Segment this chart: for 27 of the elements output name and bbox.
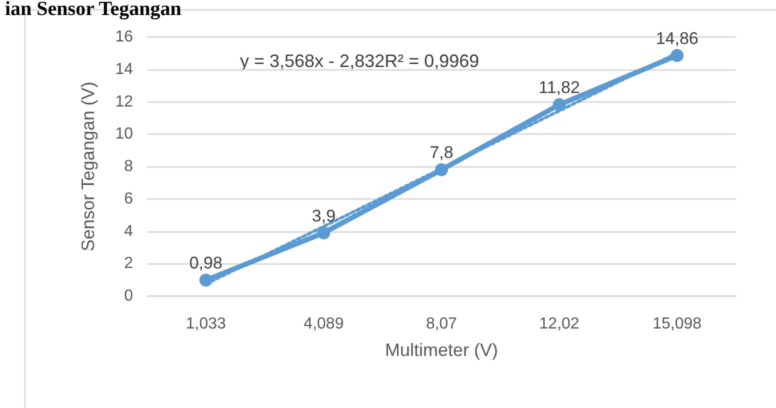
x-tick-label: 15,098: [652, 316, 702, 332]
x-tick-label: 4,089: [304, 316, 344, 332]
point: [552, 98, 566, 112]
y-tick-label: 12: [115, 93, 134, 110]
point: [317, 226, 330, 240]
point: [199, 274, 212, 287]
y-tick-label: 8: [124, 158, 134, 175]
y-tick-label: 10: [115, 126, 134, 143]
data-label: 11,82: [538, 78, 580, 98]
point: [435, 163, 448, 176]
data-label: 14,86: [656, 28, 698, 48]
x-axis-title: Multimeter (V): [384, 340, 498, 360]
x-tick-label: 12,02: [539, 316, 580, 332]
data-label: 3,9: [312, 206, 336, 226]
y-tick-label: 4: [124, 222, 134, 240]
data-label: 0,98: [189, 254, 222, 273]
y-tick-label: 16: [115, 28, 134, 46]
y-tick-label: 14: [115, 60, 134, 78]
y-tick-label: 0: [124, 288, 134, 304]
data-label: 7,8: [430, 143, 454, 162]
y-tick-label: 6: [124, 190, 134, 208]
x-tick-label: 1,033: [186, 316, 226, 332]
y-axis-title: Sensor Tegangan (V): [78, 82, 98, 252]
y-tick-label: 2: [124, 255, 134, 272]
chart-title: ian Sensor Tegangan: [5, 0, 182, 20]
point: [670, 48, 684, 62]
x-tick-label: 8,07: [426, 316, 458, 332]
